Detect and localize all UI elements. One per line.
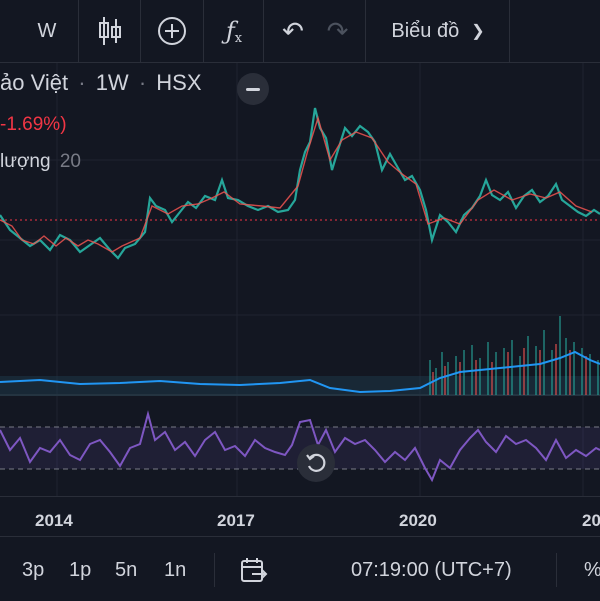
interval-button[interactable]: W [37, 19, 57, 42]
reset-chart-button[interactable] [297, 444, 335, 482]
x-axis-label: 2017 [217, 511, 255, 530]
chevron-down-icon: ❯ [471, 23, 485, 40]
add-indicator-icon[interactable] [142, 0, 202, 62]
volume-ma-line [0, 350, 600, 394]
range-3p-button[interactable]: 3p [22, 559, 45, 581]
change-percent: -1.69%) [0, 114, 67, 135]
candles-icon[interactable] [80, 0, 140, 62]
price-candles-series [0, 107, 600, 260]
redo-icon[interactable]: ↷ [326, 15, 349, 46]
undo-icon[interactable]: ↶ [282, 15, 304, 46]
chart-canvas[interactable] [0, 0, 600, 496]
x-axis-label: 2020 [399, 511, 437, 530]
volume-period: 20 [59, 151, 81, 172]
range-5n-button[interactable]: 5n [115, 559, 138, 581]
minus-icon [246, 87, 260, 91]
reset-icon [306, 453, 326, 472]
time-display[interactable]: 07:19:00 (UTC+7) [351, 559, 512, 581]
volume-legend[interactable]: lượng 20 [0, 151, 81, 173]
range-1p-button[interactable]: 1p [69, 559, 92, 581]
chart-type-dropdown[interactable]: Biểu đồ ❯ [367, 0, 509, 62]
range-1n-button[interactable]: 1n [164, 559, 187, 581]
legend-exchange: HSX [156, 70, 202, 95]
chart-type-label: Biểu đồ [391, 19, 460, 42]
collapse-legend-button[interactable] [237, 73, 269, 105]
legend-interval: 1W [95, 70, 129, 95]
price-change: -1.69%) [0, 114, 67, 136]
percent-toggle[interactable]: % [584, 559, 600, 582]
symbol-name: ảo Việt [0, 70, 69, 95]
symbol-legend[interactable]: ảo Việt · 1W · HSX [0, 70, 202, 95]
x-axis-label: 20 [582, 511, 600, 530]
rsi-line [0, 410, 600, 483]
x-axis-label: 2014 [35, 511, 73, 530]
goto-date-icon[interactable] [240, 557, 268, 589]
bottom-bar: 3p 1p 5n 1n 07:19:00 (UTC+7) % [0, 536, 600, 601]
volume-label: lượng [0, 151, 51, 172]
time-axis[interactable]: 2014 2017 2020 20 [0, 496, 600, 537]
